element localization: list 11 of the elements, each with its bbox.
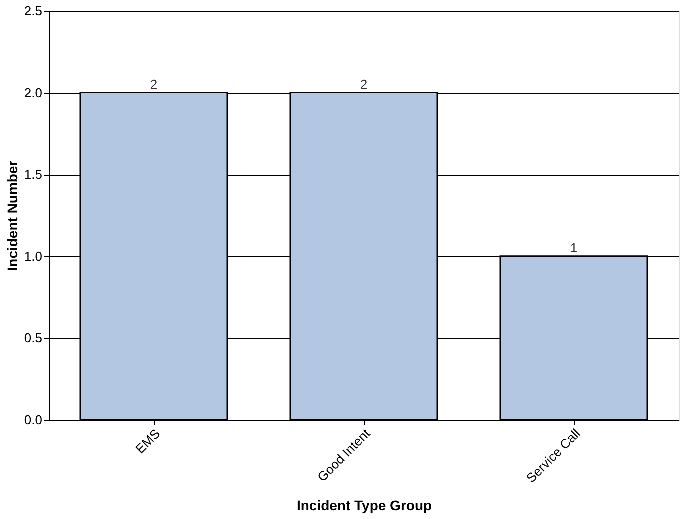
- data-label: 2: [150, 76, 158, 92]
- y-tick-label: 2.0: [24, 85, 42, 100]
- y-tick-label: 0.5: [24, 330, 42, 346]
- data-label: 2: [360, 76, 368, 92]
- y-tick-label: 1.0: [24, 248, 42, 264]
- x-axis-title: Incident Type Group: [296, 498, 432, 514]
- y-axis-title: Incident Number: [4, 160, 20, 272]
- y-tick-label: 1.5: [24, 167, 42, 182]
- y-tick-label: 0.0: [24, 412, 42, 428]
- data-label: 1: [570, 240, 578, 256]
- y-tick-label: 2.5: [24, 4, 42, 18]
